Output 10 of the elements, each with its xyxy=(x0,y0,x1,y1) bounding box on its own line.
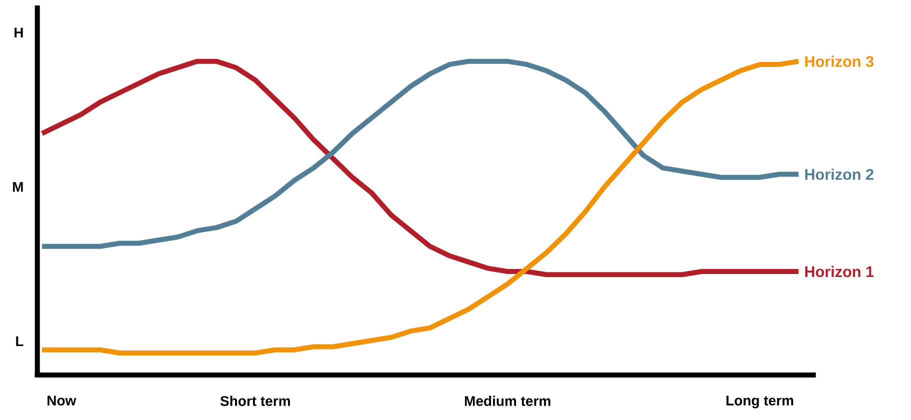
series-label: Horizon 3 xyxy=(805,56,874,67)
x-tick-label: Medium term xyxy=(464,396,550,406)
series-label: Horizon 2 xyxy=(805,168,874,180)
text: L xyxy=(16,336,24,346)
text: M xyxy=(13,182,23,192)
x-tick-label: Now xyxy=(48,396,76,406)
x-tick-label: Long term xyxy=(726,396,794,408)
text: H xyxy=(14,28,23,38)
x-tick-label: Short term xyxy=(220,396,290,406)
series-label: Horizon 1 xyxy=(805,266,874,278)
